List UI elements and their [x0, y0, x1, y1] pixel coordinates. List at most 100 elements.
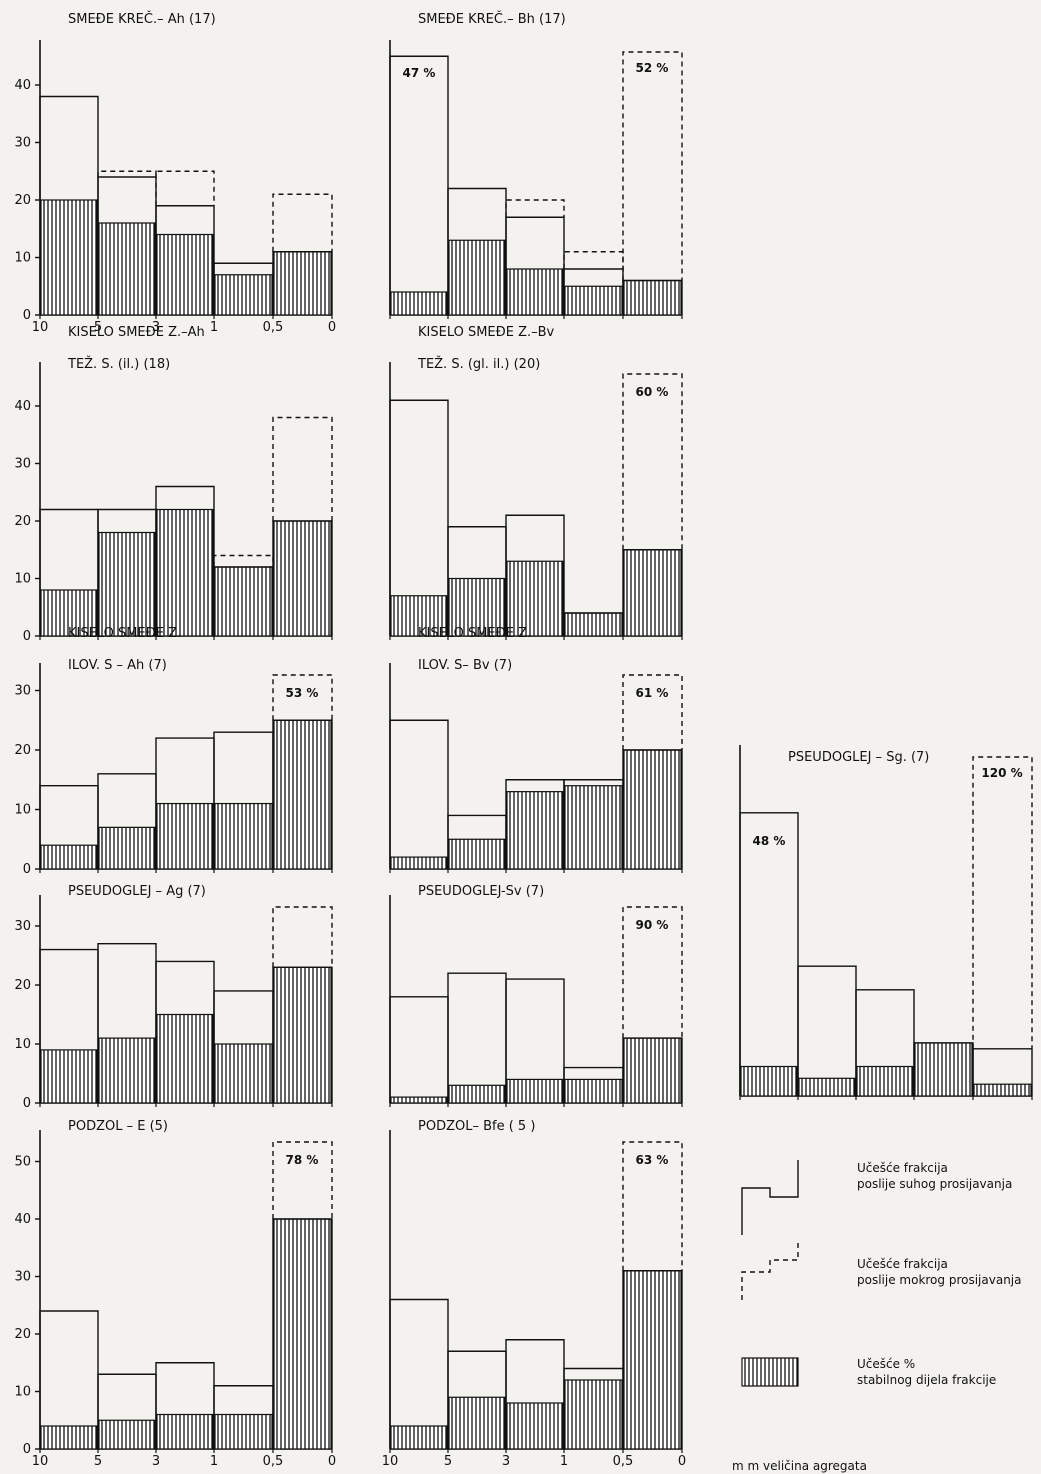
y-tick-label: 0 [23, 629, 31, 644]
percent-label: 61 % [636, 686, 669, 700]
y-tick-label: 10 [14, 1037, 31, 1052]
percent-label: 78 % [286, 1153, 319, 1167]
y-tick-label: 20 [14, 978, 31, 993]
dry-bar [156, 171, 214, 206]
x-tick-label: 1 [210, 1454, 218, 1469]
panel-title: PODZOL– Bfe ( 5 ) [418, 1119, 535, 1134]
y-tick-label: 0 [23, 862, 31, 877]
stable-bar [215, 1415, 272, 1450]
dry-bar [564, 252, 623, 269]
percent-label: 120 % [981, 766, 1022, 780]
panel-title: PSEUDOGLEJ – Sg. (7) [788, 750, 929, 765]
dry-bar [98, 171, 156, 177]
panel-title: PODZOL – E (5) [68, 1119, 168, 1134]
percent-label: 60 % [636, 385, 669, 399]
stable-bar [274, 252, 331, 315]
y-tick-label: 10 [14, 251, 31, 266]
stable-bar [565, 1079, 622, 1103]
y-tick-label: 20 [14, 1327, 31, 1342]
wet-bar [740, 813, 798, 1096]
dry-bar [973, 757, 1032, 1049]
legend-stable-label: Učešće % stabilnog dijela frakcije [857, 1357, 996, 1387]
y-tick-label: 20 [14, 743, 31, 758]
y-tick-label: 0 [23, 1442, 31, 1457]
y-tick-label: 10 [14, 572, 31, 587]
y-tick-label: 40 [14, 1212, 31, 1227]
x-tick-label: 3 [152, 1454, 160, 1469]
panel-title: SMEĐE KREČ.– Ah (17) [68, 11, 216, 27]
panel-title: KISELO SMEĐE Z. [418, 626, 531, 641]
x-tick-label: 5 [94, 1454, 102, 1469]
y-tick-label: 30 [14, 457, 31, 472]
y-tick-label: 10 [14, 1385, 31, 1400]
y-tick-label: 50 [14, 1155, 31, 1170]
y-tick-label: 40 [14, 78, 31, 93]
dry-bar [273, 907, 332, 967]
dry-bar [273, 418, 332, 522]
stable-bar [274, 1219, 331, 1449]
y-tick-label: 20 [14, 514, 31, 529]
x-tick-label: 1 [560, 1454, 568, 1469]
stable-bar [565, 1380, 622, 1449]
y-tick-label: 0 [23, 1096, 31, 1111]
y-tick-label: 40 [14, 399, 31, 414]
y-tick-label: 20 [14, 193, 31, 208]
legend-dry-symbol [742, 1160, 798, 1235]
percent-label: 47 % [403, 66, 436, 80]
x-tick-label: 3 [502, 1454, 510, 1469]
x-tick-label: 0,5 [613, 1454, 634, 1469]
percent-label: 90 % [636, 918, 669, 932]
y-tick-label: 0 [23, 308, 31, 323]
y-tick-label: 10 [14, 803, 31, 818]
percent-label: 48 % [753, 834, 786, 848]
stable-bar [974, 1084, 1031, 1096]
wet-bar [390, 997, 448, 1103]
panel-subtitle: TEŽ. S. (gl. il.) (20) [417, 356, 540, 372]
stable-bar [624, 1038, 681, 1103]
stable-bar [274, 967, 331, 1103]
panel-subtitle: ILOV. S – Ah (7) [68, 658, 167, 673]
x-tick-label: 0,5 [263, 1454, 284, 1469]
x-tick-label: 0 [678, 1454, 686, 1469]
panel-title: SMEĐE KREČ.– Bh (17) [418, 11, 566, 27]
stable-bar [274, 720, 331, 869]
percent-label: 53 % [286, 686, 319, 700]
wet-bar [390, 720, 448, 869]
legend-wet-label: Učešće frakcija poslije mokrog prosijavan… [857, 1257, 1021, 1287]
dry-bar [273, 194, 332, 252]
stable-bar [624, 550, 681, 636]
stable-bar [565, 286, 622, 315]
legend-wet-symbol [742, 1240, 798, 1300]
percent-label: 52 % [636, 61, 669, 75]
panel-subtitle: ILOV. S– Bv (7) [418, 658, 512, 673]
legend-dry-label: Učešće frakcija poslije suhog prosijavanj… [857, 1161, 1012, 1191]
panel-subtitle: TEŽ. S. (il.) (18) [67, 356, 170, 372]
stable-bar [565, 613, 622, 636]
stable-bar [624, 750, 681, 869]
stable-bar [915, 1043, 972, 1096]
panel-title: KISELO SMEĐE Z.–Bv [418, 325, 555, 340]
x-tick-label: 0 [328, 320, 336, 335]
stable-bar [624, 281, 681, 316]
stable-bar [274, 521, 331, 636]
panel-title: PSEUDOGLEJ – Ag (7) [68, 884, 206, 899]
stable-bar [565, 786, 622, 869]
percent-label: 63 % [636, 1153, 669, 1167]
panel-title: PSEUDOGLEJ-Sv (7) [418, 884, 544, 899]
y-tick-label: 30 [14, 1270, 31, 1285]
stable-bar [215, 275, 272, 315]
dry-bar [623, 52, 682, 281]
wet-bar [798, 966, 856, 1096]
stable-bar [624, 1271, 681, 1449]
x-axis-unit-label: m m veličina agregata [732, 1459, 867, 1473]
panel-title: KISELO SMEĐE Z.–Ah [68, 325, 205, 340]
x-tick-label: 10 [32, 1454, 49, 1469]
panel-title: KISELO SMEĐE Z. [68, 626, 181, 641]
x-tick-label: 10 [382, 1454, 399, 1469]
dry-bar [506, 200, 564, 217]
wet-bar [448, 973, 506, 1103]
x-tick-label: 0 [328, 1454, 336, 1469]
x-tick-label: 1 [210, 320, 218, 335]
x-tick-label: 10 [32, 320, 49, 335]
